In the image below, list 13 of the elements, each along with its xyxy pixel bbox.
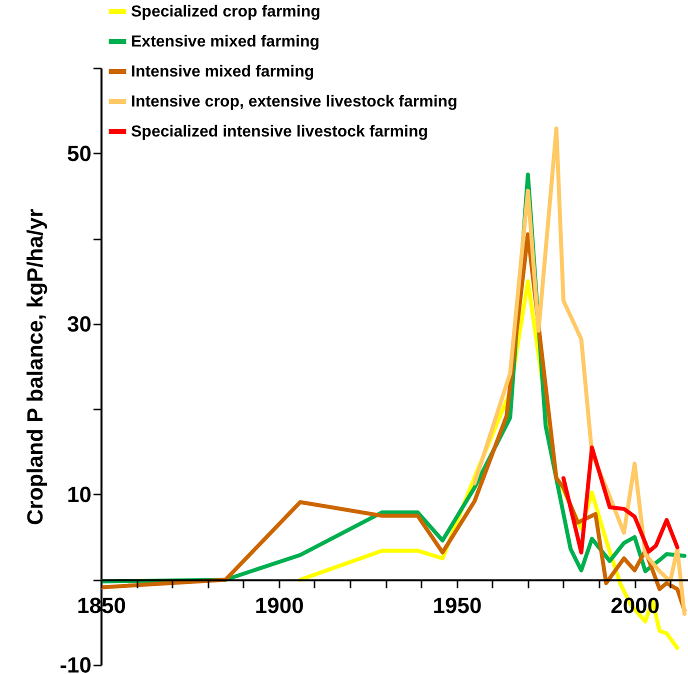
y-tick-label: 10: [67, 482, 92, 507]
y-axis-title: Cropland P balance, kgP/ha/yr: [22, 208, 48, 526]
y-tick-label: 50: [67, 140, 92, 166]
line-series: [561, 446, 680, 554]
legend-label: Specialized crop farming: [131, 4, 320, 20]
legend-label: Specialized intensive livestock farming: [131, 124, 428, 140]
y-tick-label: -10: [60, 652, 92, 674]
x-tick-label: 1900: [254, 593, 304, 618]
y-tick-label: 30: [67, 311, 92, 336]
legend-label: Extensive mixed farming: [131, 34, 320, 50]
x-tick-label: 1950: [432, 593, 482, 618]
legend-label: Intensive mixed farming: [131, 64, 314, 80]
legend-label: Intensive crop, extensive livestock farming: [131, 94, 458, 110]
